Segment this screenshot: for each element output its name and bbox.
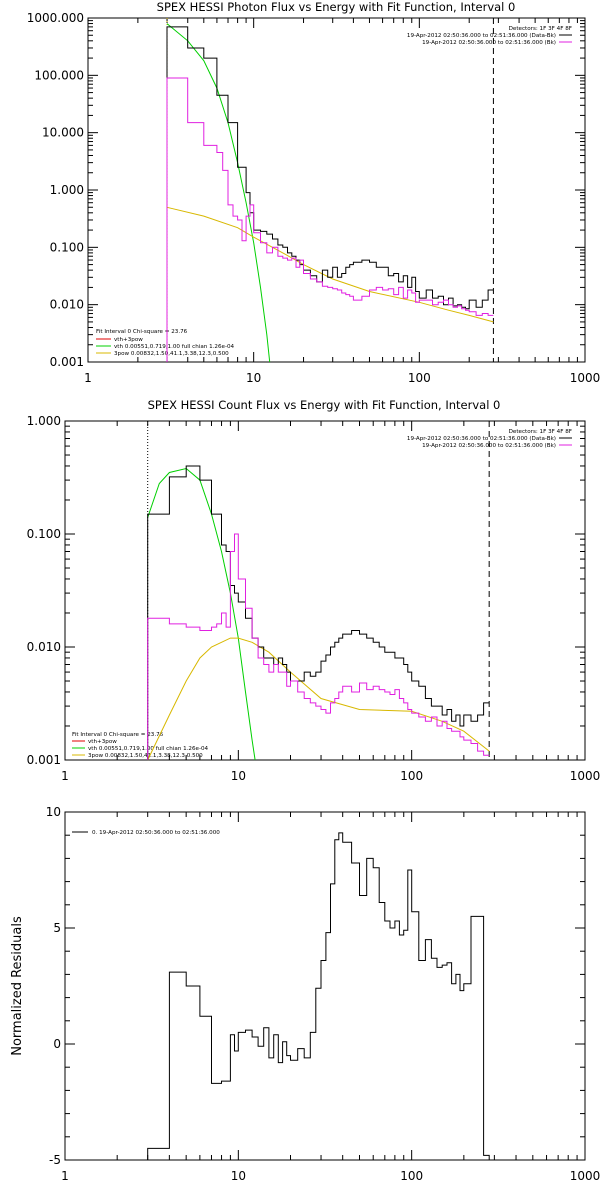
photon-x-tick-label: 10 bbox=[246, 371, 261, 385]
photon-model-curve-1 bbox=[166, 206, 494, 323]
residuals-x-tick-label: 1 bbox=[61, 1169, 69, 1183]
residuals-legend: 0. 19-Apr-2012 02:50:36.000 to 02:51:36.… bbox=[92, 830, 220, 836]
count-legend-bottom: Fit Interval 0 Chi-square = 23.76 vth+3p… bbox=[72, 732, 209, 759]
count-model-curve-1 bbox=[147, 637, 490, 761]
count-legend-data-bk: 19-Apr-2012 02:50:36.000 to 02:51:36.000… bbox=[407, 436, 556, 442]
residuals-x-tick-label: 10 bbox=[231, 1169, 246, 1183]
residuals-x-tick-label: 1000 bbox=[570, 1169, 600, 1183]
count-chart-title: SPEX HESSI Count Flux vs Energy with Fit… bbox=[148, 398, 501, 412]
photon-data-series-0 bbox=[166, 26, 494, 362]
photon-data-series-1 bbox=[166, 77, 494, 362]
photon-y-tick-label: 1.000 bbox=[50, 183, 84, 197]
photon-legend-bk: 19-Apr-2012 02:50:36.000 to 02:51:36.000… bbox=[422, 40, 556, 46]
residuals-panel: Normalized Residuals 0. 19-Apr-2012 02:5… bbox=[10, 811, 586, 1161]
count-x-tick-label: 100 bbox=[400, 769, 423, 783]
count-plot-frame bbox=[64, 420, 586, 761]
photon-x-tick-label: 1 bbox=[84, 371, 92, 385]
photon-legend-vth: vth 0.00551,0.719,1.00 full chian 1.26e-… bbox=[114, 344, 235, 350]
count-fit-info: Fit Interval 0 Chi-square = 23.76 bbox=[72, 732, 164, 738]
photon-y-tick-label: 100.000 bbox=[34, 68, 84, 82]
count-data-series-1 bbox=[147, 533, 490, 760]
photon-legend-3pow: 3pow 0.00832,1.50,41.1,3.38,12.3,0.500 bbox=[114, 351, 229, 357]
count-y-tick-label: 0.010 bbox=[27, 640, 61, 654]
count-model-curve-0 bbox=[147, 467, 256, 761]
photon-y-tick-label: 1000.000 bbox=[27, 11, 84, 25]
photon-flux-panel: SPEX HESSI Photon Flux vs Energy with Fi… bbox=[87, 0, 586, 363]
count-detectors-text: Detectors: 1F 3F 4F 8F bbox=[509, 429, 572, 435]
photon-legend-bottom: Fit Interval 0 Chi-square = 23.76 vth+3p… bbox=[96, 329, 235, 357]
residuals-y-axis-label: Normalized Residuals bbox=[10, 916, 25, 1056]
photon-y-tick-label: 0.010 bbox=[50, 298, 84, 312]
count-x-tick-label: 10 bbox=[231, 769, 246, 783]
photon-x-tick-label: 100 bbox=[408, 371, 431, 385]
photon-x-tick-label: 1000 bbox=[570, 371, 600, 385]
photon-y-tick-label: 0.001 bbox=[50, 355, 84, 369]
residuals-data-series-0 bbox=[147, 832, 490, 1160]
photon-fit-info: Fit Interval 0 Chi-square = 23.76 bbox=[96, 329, 188, 335]
residuals-plot-frame bbox=[64, 811, 586, 1161]
photon-legend-data-bk: 19-Apr-2012 02:50:36.000 to 02:51:36.000… bbox=[407, 33, 556, 39]
residuals-y-tick-label: 10 bbox=[46, 805, 61, 819]
photon-model-curve-0 bbox=[166, 23, 271, 363]
residuals-y-tick-label: 0 bbox=[53, 1037, 61, 1051]
count-flux-panel: SPEX HESSI Count Flux vs Energy with Fit… bbox=[64, 398, 586, 761]
photon-y-tick-label: 0.100 bbox=[50, 240, 84, 254]
photon-plot-frame bbox=[87, 17, 586, 363]
count-plot-layer: 1 10 100 1000 0.001 0.010 0.100 1.000 bbox=[27, 414, 600, 783]
count-y-tick-label: 0.001 bbox=[27, 753, 61, 767]
count-y-tick-label: 0.100 bbox=[27, 527, 61, 541]
count-legend-vth3pow: vth+3pow bbox=[88, 739, 117, 745]
count-y-tick-label: 1.000 bbox=[27, 414, 61, 428]
photon-legend-top: 19-Apr-2012 02:50:36.000 to 02:51:36.000… bbox=[407, 33, 572, 46]
count-legend-3pow: 3pow 0.00832,1.50,41.1,3.38,12.3,0.500 bbox=[88, 753, 203, 759]
residuals-y-tick-label: 5 bbox=[53, 921, 61, 935]
count-x-tick-label: 1000 bbox=[570, 769, 600, 783]
photon-y-tick-label: 10.000 bbox=[42, 126, 84, 140]
photon-chart-title: SPEX HESSI Photon Flux vs Energy with Fi… bbox=[157, 0, 516, 14]
count-legend-vth: vth 0.00551,0.719,1.00 full chian 1.26e-… bbox=[88, 746, 209, 752]
residuals-x-tick-label: 100 bbox=[400, 1169, 423, 1183]
photon-legend-vth3pow: vth+3pow bbox=[114, 337, 143, 343]
photon-detectors-text: Detectors: 1F 3F 4F 8F bbox=[509, 26, 572, 32]
count-data-series-0 bbox=[147, 465, 490, 760]
photon-plot-layer: 1 10 100 1000 0.001 0.010 0.100 1.000 10.000 100.… bbox=[27, 11, 600, 385]
count-x-tick-label: 1 bbox=[61, 769, 69, 783]
residuals-y-tick-label: -5 bbox=[49, 1153, 61, 1167]
residuals-plot-layer: 1 10 100 1000 -5 0 5 10 bbox=[46, 805, 600, 1183]
